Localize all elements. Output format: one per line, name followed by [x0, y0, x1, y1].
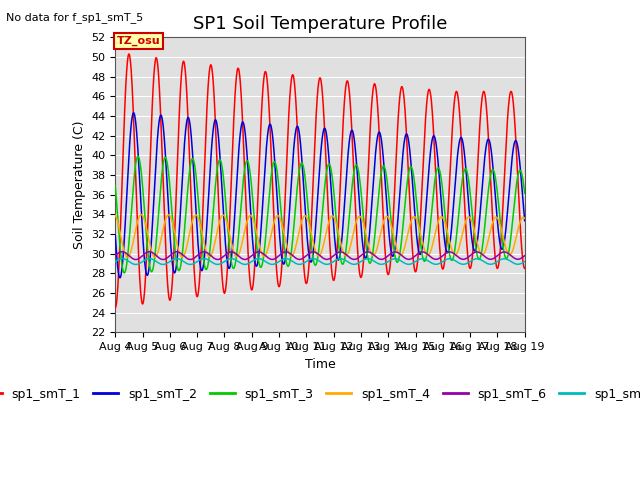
Y-axis label: Soil Temperature (C): Soil Temperature (C) [73, 120, 86, 249]
Text: TZ_osu: TZ_osu [116, 36, 160, 47]
X-axis label: Time: Time [305, 358, 335, 371]
Text: No data for f_sp1_smT_5: No data for f_sp1_smT_5 [6, 12, 143, 23]
Title: SP1 Soil Temperature Profile: SP1 Soil Temperature Profile [193, 15, 447, 33]
Legend: sp1_smT_1, sp1_smT_2, sp1_smT_3, sp1_smT_4, sp1_smT_6, sp1_smT_7: sp1_smT_1, sp1_smT_2, sp1_smT_3, sp1_smT… [0, 383, 640, 406]
